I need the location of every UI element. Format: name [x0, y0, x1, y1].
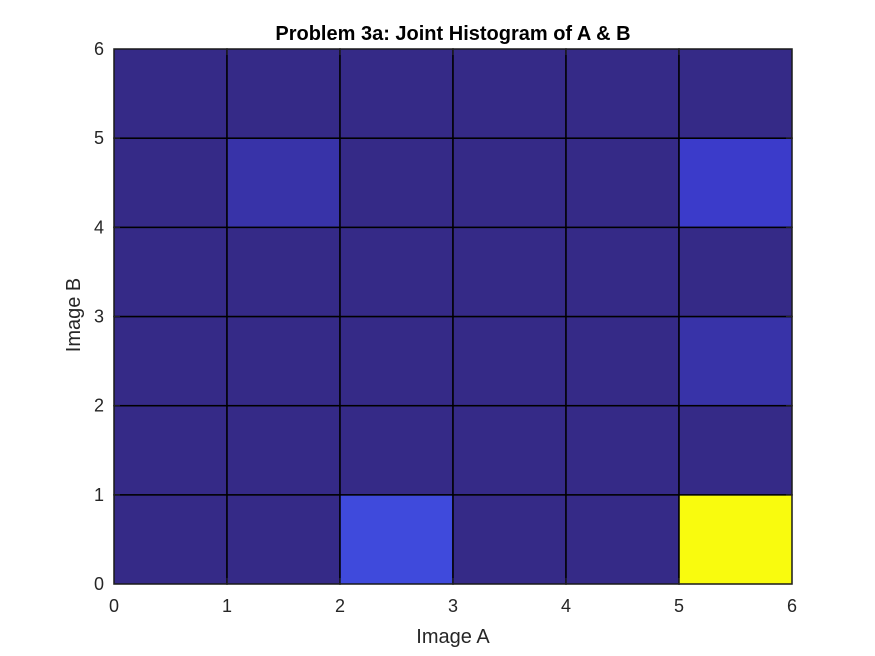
heatmap-cell — [226, 315, 341, 407]
y-tick-label: 6 — [94, 39, 104, 59]
heatmap-cell — [113, 137, 228, 229]
heatmap-cell — [452, 137, 567, 229]
x-axis-label: Image A — [416, 626, 490, 648]
y-tick-label: 3 — [94, 307, 104, 327]
y-tick-label: 0 — [94, 574, 104, 594]
heatmap-cell — [339, 48, 454, 139]
heatmap-cell — [113, 315, 228, 407]
heatmap-cell — [226, 137, 341, 229]
heatmap-cell — [113, 48, 228, 139]
heatmap-cell — [113, 226, 228, 318]
heatmap-cell — [452, 494, 567, 585]
heatmap-cell — [678, 137, 793, 229]
heatmap-cell — [226, 494, 341, 585]
heatmap-cell — [226, 226, 341, 318]
heatmap-cell — [226, 48, 341, 139]
heatmap-cell — [565, 404, 680, 496]
heatmap-cell — [339, 404, 454, 496]
heatmap-cell — [452, 315, 567, 407]
x-tick-label: 4 — [561, 596, 571, 616]
x-tick-label: 0 — [109, 596, 119, 616]
y-tick-label: 5 — [94, 128, 104, 148]
heatmap-cell — [339, 494, 454, 585]
heatmap-cell — [113, 404, 228, 496]
y-tick-label: 1 — [94, 485, 104, 505]
x-tick-label: 5 — [674, 596, 684, 616]
heatmap-cell — [678, 226, 793, 318]
heatmap-cell — [678, 315, 793, 407]
heatmap-cell — [452, 48, 567, 139]
x-tick-label: 1 — [222, 596, 232, 616]
heatmap-cell — [565, 226, 680, 318]
heatmap-cell — [678, 48, 793, 139]
y-axis-label: Image B — [63, 278, 85, 352]
heatmap-cell — [452, 404, 567, 496]
y-axis-ticks: 0 1 2 3 4 5 6 — [94, 39, 792, 594]
x-tick-label: 3 — [448, 596, 458, 616]
heatmap-cell — [339, 315, 454, 407]
heatmap-cells — [113, 48, 793, 585]
heatmap-cell — [452, 226, 567, 318]
heatmap-cell — [565, 137, 680, 229]
heatmap-cell — [678, 404, 793, 496]
y-tick-label: 2 — [94, 396, 104, 416]
y-tick-label: 4 — [94, 217, 104, 237]
heatmap-cell — [339, 137, 454, 229]
heatmap-cell — [113, 494, 228, 585]
heatmap-cell — [565, 494, 680, 585]
x-axis-ticks: 0 1 2 3 4 5 6 — [109, 49, 797, 616]
heatmap-cell — [339, 226, 454, 318]
heatmap-cell — [226, 404, 341, 496]
x-tick-label: 6 — [787, 596, 797, 616]
heatmap-cell — [678, 494, 793, 585]
heatmap-cell — [565, 315, 680, 407]
heatmap-cell — [565, 48, 680, 139]
chart-title: Problem 3a: Joint Histogram of A & B — [275, 23, 630, 45]
x-tick-label: 2 — [335, 596, 345, 616]
